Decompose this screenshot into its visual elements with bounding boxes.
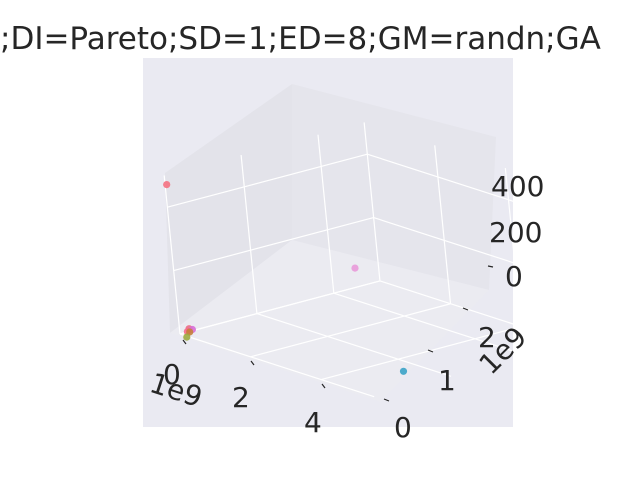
- y-tick-label: 0: [394, 411, 412, 444]
- z-tick-label: 0: [505, 260, 523, 293]
- scatter-points: [163, 181, 408, 375]
- grid-line: [173, 216, 374, 272]
- grid-line: [179, 280, 381, 335]
- grid-line: [240, 155, 258, 314]
- grid-line: [317, 134, 335, 294]
- grid-line: [504, 168, 522, 327]
- back-pane: [292, 84, 496, 290]
- grid-line: [167, 153, 368, 208]
- tick-marks: [182, 265, 494, 402]
- grid-line: [434, 145, 452, 304]
- left-pane: [165, 84, 292, 333]
- x-tick-label: 0: [163, 358, 181, 391]
- chart-title: ;DI=Pareto;SD=1;ED=8;GM=randn;GA: [0, 21, 601, 57]
- grid-lines: [163, 122, 575, 398]
- floor-pane: [170, 240, 489, 402]
- z-tick-label: 400: [491, 170, 544, 203]
- grid-line: [256, 313, 452, 377]
- grid-line: [163, 175, 181, 335]
- grid-line: [363, 122, 381, 282]
- y-tick-label: 1: [438, 364, 456, 397]
- x-tick-label: 4: [304, 406, 322, 439]
- grid-line: [250, 303, 451, 358]
- y-tick-label: 2: [478, 321, 496, 354]
- x-tick-label: 2: [232, 381, 250, 414]
- grid-line: [373, 216, 568, 281]
- scatter-point: [351, 264, 359, 272]
- scatter-point: [399, 367, 408, 375]
- scatter-point: [183, 333, 191, 341]
- grid-line: [333, 292, 529, 357]
- z-tick-label: 200: [489, 216, 542, 249]
- scatter-point: [163, 181, 171, 189]
- grid-line: [179, 333, 375, 398]
- grid-line: [379, 280, 575, 345]
- grid-line: [367, 153, 562, 218]
- grid-line: [321, 325, 522, 381]
